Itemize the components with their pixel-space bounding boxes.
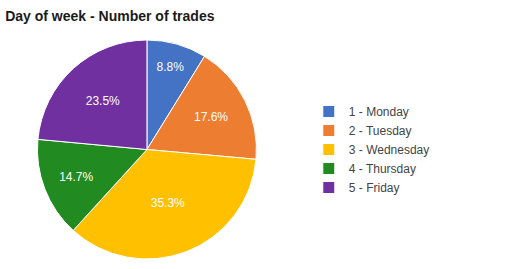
svg-text:1 - Monday: 1 - Monday xyxy=(349,105,409,119)
svg-text:5 - Friday: 5 - Friday xyxy=(349,181,400,195)
svg-text:Day of week - Number of trades: Day of week - Number of trades xyxy=(5,8,214,24)
svg-text:35.3%: 35.3% xyxy=(151,196,185,210)
svg-text:2 - Tuesday: 2 - Tuesday xyxy=(349,124,412,138)
svg-text:17.6%: 17.6% xyxy=(194,110,228,124)
svg-text:8.8%: 8.8% xyxy=(157,60,185,74)
svg-text:14.7%: 14.7% xyxy=(59,170,93,184)
svg-text:4 - Thursday: 4 - Thursday xyxy=(349,162,416,176)
svg-text:23.5%: 23.5% xyxy=(86,94,120,108)
svg-text:3 - Wednesday: 3 - Wednesday xyxy=(349,143,430,157)
